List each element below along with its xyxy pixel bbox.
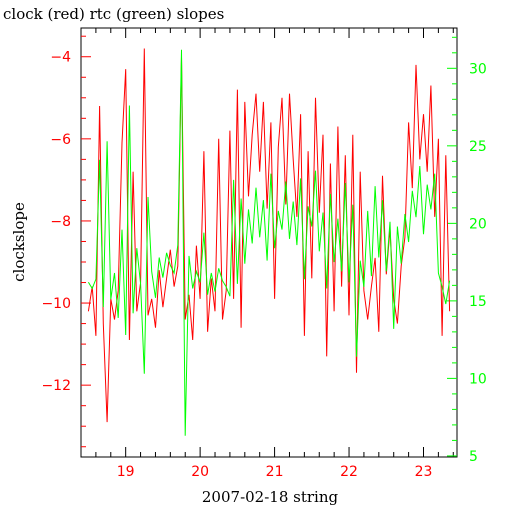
x-axis-title: 2007-02-18 string [202, 488, 339, 506]
y2-tick-label: 15 [469, 294, 487, 310]
y2-tick-label: 30 [469, 61, 487, 77]
y2-tick-label: 5 [469, 449, 478, 465]
y2-tick-label: 25 [469, 139, 487, 155]
y-tick-label: −10 [41, 296, 71, 312]
x-tick-label: 19 [117, 464, 135, 480]
chart-title: clock (red) rtc (green) slopes [3, 5, 224, 23]
x-tick-label: 22 [340, 464, 358, 480]
y-tick-label: −8 [50, 214, 71, 230]
axes [80, 28, 457, 457]
x-tick-label: 23 [415, 464, 433, 480]
y-tick-label: −6 [50, 132, 71, 148]
rtc-series-line [87, 49, 451, 436]
y2-axis-tick-labels: 5 10 15 20 25 30 [469, 61, 487, 465]
x-tick-label: 21 [266, 464, 284, 480]
y-tick-label: −4 [50, 50, 71, 66]
y-axis-title: clockslope [10, 202, 28, 282]
x-axis-tick-labels: 19 20 21 22 23 [117, 464, 433, 480]
y2-tick-label: 20 [469, 216, 487, 232]
plot-frame [80, 27, 458, 458]
series-layer [87, 48, 451, 436]
y-tick-label: −12 [41, 378, 71, 394]
x-tick-label: 20 [191, 464, 209, 480]
y-axis-tick-labels: −12 −10 −8 −6 −4 [41, 50, 71, 394]
clock-series-line [87, 48, 451, 423]
y2-tick-label: 10 [469, 371, 487, 387]
